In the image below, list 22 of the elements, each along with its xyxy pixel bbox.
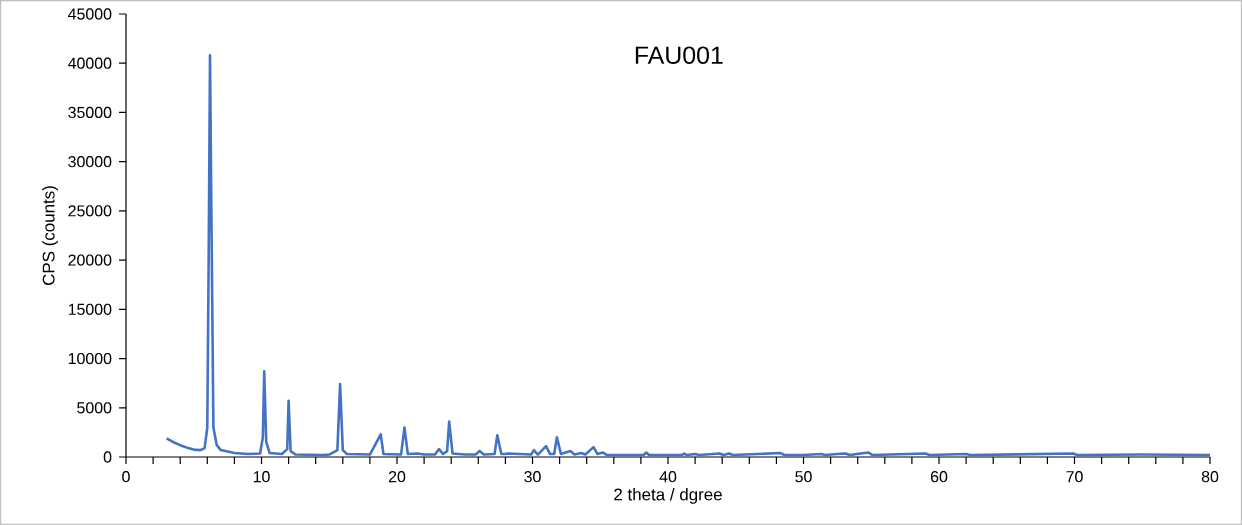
y-tick-label: 40000 xyxy=(68,57,112,69)
x-tick-label: 60 xyxy=(930,471,948,483)
y-tick-label: 25000 xyxy=(68,205,112,217)
y-axis-title: CPS (counts) xyxy=(42,186,58,285)
x-tick-label: 10 xyxy=(253,471,270,483)
y-tick-label: 30000 xyxy=(68,156,112,168)
y-tick-label: 15000 xyxy=(68,303,112,315)
y-tick-label: 20000 xyxy=(68,254,112,266)
x-tick-label: 70 xyxy=(1066,471,1083,483)
y-tick-label: 45000 xyxy=(68,8,112,20)
y-tick-label: 0 xyxy=(103,451,112,463)
y-tick-label: 5000 xyxy=(77,402,112,414)
y-tick-label: 35000 xyxy=(68,106,112,119)
x-tick-label: 30 xyxy=(524,471,541,483)
x-tick-label: 40 xyxy=(659,471,677,483)
x-tick-label: 0 xyxy=(122,471,130,483)
x-axis-title: 2 theta / dgree xyxy=(614,488,722,504)
x-tick-label: 50 xyxy=(795,471,812,483)
x-tick-label: 80 xyxy=(1201,471,1219,483)
text: FAU001 xyxy=(635,46,723,65)
y-tick-label: 10000 xyxy=(68,352,112,365)
x-tick-label: 20 xyxy=(388,471,406,483)
